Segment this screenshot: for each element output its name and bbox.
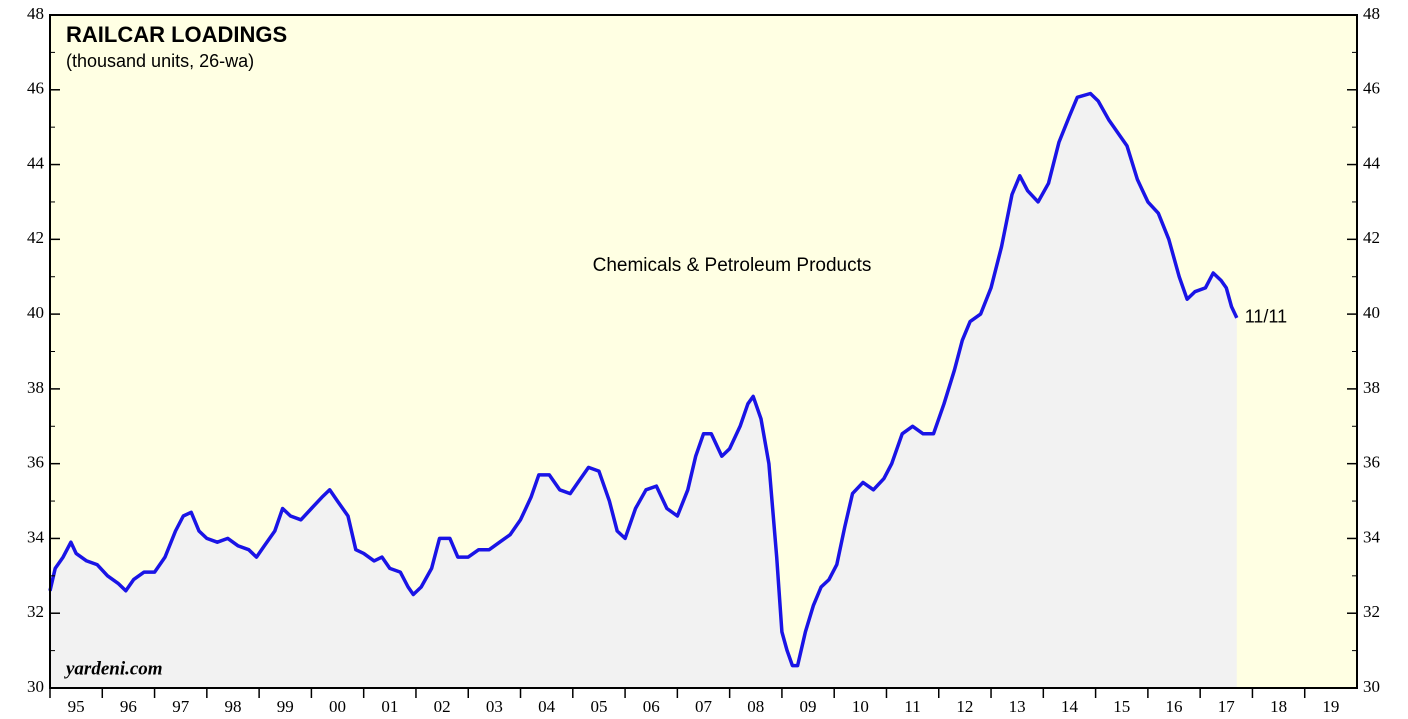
y-tick-label-right: 30 bbox=[1363, 677, 1380, 696]
y-tick-label-right: 48 bbox=[1363, 4, 1380, 23]
x-tick-label: 07 bbox=[695, 697, 713, 716]
y-tick-label-right: 32 bbox=[1363, 602, 1380, 621]
x-tick-label: 19 bbox=[1322, 697, 1339, 716]
chart-title: RAILCAR LOADINGS bbox=[66, 22, 287, 47]
x-tick-label: 97 bbox=[172, 697, 190, 716]
x-tick-label: 98 bbox=[224, 697, 241, 716]
x-tick-label: 16 bbox=[1166, 697, 1183, 716]
y-tick-label: 30 bbox=[27, 677, 44, 696]
y-tick-label-right: 40 bbox=[1363, 303, 1380, 322]
area-fill bbox=[50, 93, 1237, 688]
y-tick-label-right: 46 bbox=[1363, 79, 1380, 98]
x-tick-label: 01 bbox=[381, 697, 398, 716]
x-tick-label: 15 bbox=[1113, 697, 1130, 716]
y-tick-label-right: 44 bbox=[1363, 153, 1381, 172]
x-tick-label: 09 bbox=[800, 697, 817, 716]
y-tick-label-right: 36 bbox=[1363, 453, 1380, 472]
x-tick-label: 13 bbox=[1009, 697, 1026, 716]
x-tick-label: 04 bbox=[538, 697, 556, 716]
y-tick-label: 42 bbox=[27, 228, 44, 247]
y-tick-label-right: 38 bbox=[1363, 378, 1380, 397]
x-tick-label: 00 bbox=[329, 697, 346, 716]
x-tick-label: 11 bbox=[904, 697, 920, 716]
chart-subtitle: (thousand units, 26-wa) bbox=[66, 51, 254, 71]
x-tick-label: 03 bbox=[486, 697, 503, 716]
annotation: Chemicals & Petroleum Products bbox=[593, 255, 872, 276]
y-tick-label: 44 bbox=[27, 153, 45, 172]
x-tick-label: 12 bbox=[956, 697, 973, 716]
line bbox=[48, 91, 1239, 668]
y-tick-label: 32 bbox=[27, 602, 44, 621]
y-tick-label: 48 bbox=[27, 4, 44, 23]
x-tick-label: 96 bbox=[120, 697, 137, 716]
source: yardeni.com bbox=[64, 658, 163, 679]
x-tick-label: 05 bbox=[590, 697, 607, 716]
end-label: 11/11 bbox=[1245, 307, 1287, 327]
y-tick-label: 46 bbox=[27, 79, 44, 98]
x-tick-label: 18 bbox=[1270, 697, 1287, 716]
x-tick-label: 95 bbox=[68, 697, 85, 716]
y-tick-label: 40 bbox=[27, 303, 44, 322]
x-tick-label: 99 bbox=[277, 697, 294, 716]
x-tick-label: 10 bbox=[852, 697, 869, 716]
y-tick-label: 34 bbox=[27, 527, 45, 546]
y-tick-label-right: 42 bbox=[1363, 228, 1380, 247]
y-tick-label-right: 34 bbox=[1363, 527, 1381, 546]
x-tick-label: 17 bbox=[1218, 697, 1236, 716]
x-tick-label: 08 bbox=[747, 697, 764, 716]
x-tick-label: 02 bbox=[434, 697, 451, 716]
x-tick-label: 14 bbox=[1061, 697, 1079, 716]
x-tick-label: 06 bbox=[643, 697, 660, 716]
y-tick-label: 36 bbox=[27, 453, 44, 472]
y-tick-label: 38 bbox=[27, 378, 44, 397]
